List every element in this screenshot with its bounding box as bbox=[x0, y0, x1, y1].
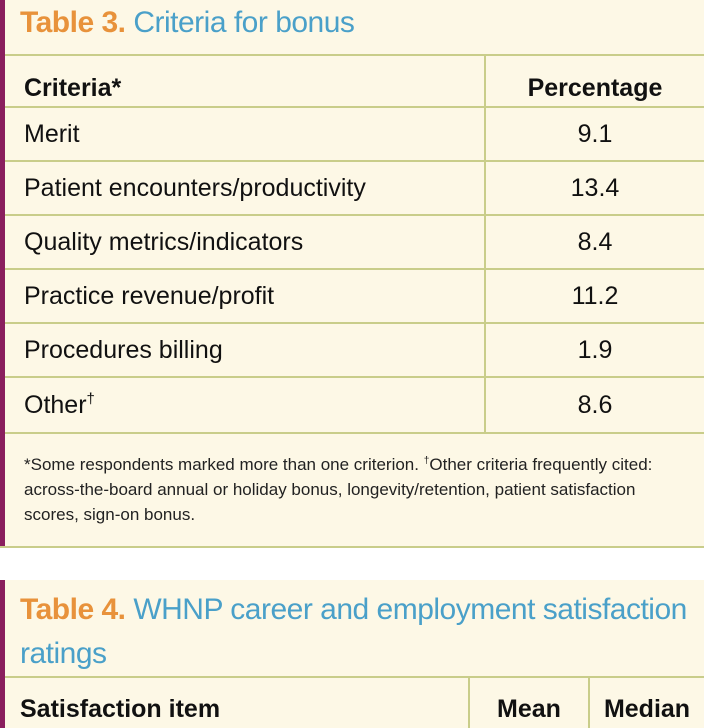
table-row-criteria-other: Other† bbox=[24, 390, 95, 420]
divider bbox=[5, 676, 704, 678]
table-4-caption: Table 4. WHNP career and employment sati… bbox=[20, 588, 700, 676]
table-row-percentage: 11.2 bbox=[571, 282, 619, 310]
table-row-criteria: Patient encounters/productivity bbox=[24, 174, 366, 202]
table-row-criteria: Procedures billing bbox=[24, 336, 223, 364]
column-header-satisfaction-item: Satisfaction item bbox=[20, 695, 221, 723]
table-4-title: WHNP career and employment satisfaction … bbox=[20, 593, 687, 670]
column-divider bbox=[468, 676, 470, 728]
dagger-mark: † bbox=[86, 390, 95, 408]
column-header-criteria: Criteria* bbox=[24, 74, 122, 102]
table-row-percentage: 1.9 bbox=[577, 336, 613, 364]
column-divider bbox=[588, 676, 590, 728]
table-3-caption: Table 3. Criteria for bonus bbox=[20, 6, 700, 40]
divider bbox=[5, 54, 704, 56]
table-4-label: Table 4. bbox=[20, 593, 126, 626]
table-3: Table 3. Criteria for bonus Criteria* Pe… bbox=[0, 0, 704, 548]
divider bbox=[5, 106, 704, 108]
divider bbox=[5, 160, 704, 162]
table-row-percentage: 13.4 bbox=[570, 174, 620, 202]
divider bbox=[5, 376, 704, 378]
footnote-multiple-criteria: *Some respondents marked more than one c… bbox=[24, 455, 419, 474]
table-3-title: Criteria for bonus bbox=[133, 6, 355, 39]
column-header-median: Median bbox=[603, 695, 691, 723]
table-3-footnote: *Some respondents marked more than one c… bbox=[24, 452, 692, 527]
table-4: Table 4. WHNP career and employment sati… bbox=[0, 580, 704, 728]
row-label: Other bbox=[24, 391, 87, 419]
divider bbox=[5, 432, 704, 434]
divider bbox=[5, 322, 704, 324]
divider bbox=[5, 214, 704, 216]
column-header-percentage: Percentage bbox=[527, 74, 663, 102]
table-row-criteria: Merit bbox=[24, 120, 80, 148]
table-row-percentage: 8.4 bbox=[577, 228, 613, 256]
column-header-mean: Mean bbox=[497, 695, 561, 723]
table-row-criteria: Quality metrics/indicators bbox=[24, 228, 304, 256]
footnote-dagger: † bbox=[423, 455, 430, 467]
table-row-percentage: 9.1 bbox=[577, 120, 613, 148]
footnote-other-criteria: Other criteria frequently cited: across-… bbox=[24, 455, 653, 524]
column-divider bbox=[484, 54, 486, 432]
table-row-percentage: 8.6 bbox=[577, 391, 613, 419]
divider bbox=[5, 268, 704, 270]
table-row-criteria: Practice revenue/profit bbox=[24, 282, 275, 310]
table-3-label: Table 3. bbox=[20, 6, 126, 39]
